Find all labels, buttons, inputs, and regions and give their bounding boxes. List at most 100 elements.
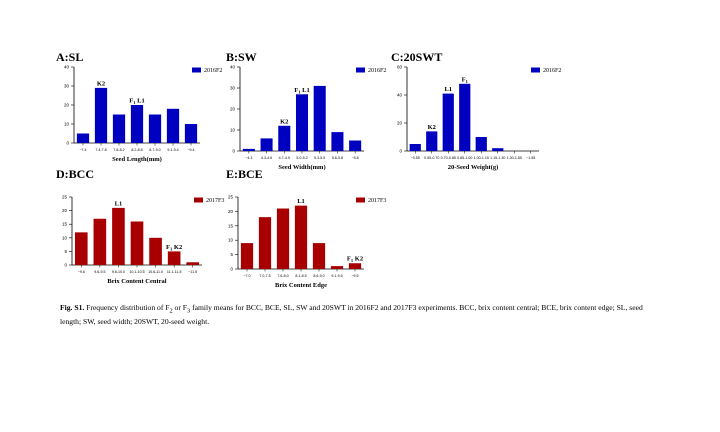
caption-label: Fig. S1. <box>60 303 85 312</box>
caption-text: family means for BCC, BCE, SL, SW and 20… <box>60 303 643 326</box>
y-tick-label: 5 <box>230 252 233 257</box>
y-tick-label: 0 <box>399 149 402 154</box>
figure-caption: Fig. S1. Frequency distribution of F2 or… <box>60 303 660 327</box>
x-tick-label: 10.6-11.0 <box>148 270 163 274</box>
x-tick-label: ~1.55 <box>526 156 535 160</box>
panel-a: A:SL 0 10 20 30 40 ~7.4 7.4-7.8 7.8-8.2 8.2-8.6 8… <box>40 48 222 168</box>
y-tick-label: 40 <box>64 65 70 70</box>
bar <box>313 85 326 151</box>
bar <box>331 132 344 151</box>
caption-text: or F <box>172 303 188 312</box>
chart-brix-content-edge: 0 5 10 15 20 25 ~7.0 7.0-7.5 7.6-8.0 8.1-8.5 8.6-9… <box>228 195 386 290</box>
x-tick-label: 1.30-1.55 <box>507 156 522 160</box>
bar <box>242 148 255 151</box>
panel-title: D:BCC <box>56 167 94 181</box>
legend-swatch <box>356 67 365 73</box>
x-tick-label: 5.6-5.8 <box>332 156 343 160</box>
panel-title: A:SL <box>56 50 84 64</box>
bar <box>148 114 162 143</box>
bar-annotation: L1 <box>444 86 452 93</box>
legend-swatch <box>194 197 203 203</box>
y-tick-label: 20 <box>228 209 234 214</box>
x-tick-label: ~7.0 <box>243 274 250 278</box>
bar <box>130 105 144 143</box>
x-axis-label: Seed Length(mm) <box>112 156 162 163</box>
x-tick-label: ~4.3 <box>245 156 252 160</box>
bar <box>167 251 181 265</box>
bar <box>130 221 144 265</box>
y-tick-label: 25 <box>228 195 234 200</box>
bar <box>186 262 200 265</box>
legend-swatch <box>192 67 201 73</box>
bar-annotation: F1 L1 <box>294 87 309 95</box>
x-tick-label: 5.0-5.2 <box>296 156 307 160</box>
bar <box>240 243 254 269</box>
y-tick-label: 0 <box>66 141 69 146</box>
x-axis-label: Brix Content Central <box>107 278 166 285</box>
x-tick-label: 10.1-10.5 <box>129 270 144 274</box>
bar <box>166 108 180 143</box>
bar <box>93 218 107 265</box>
legend-label: 2017F3 <box>206 198 224 204</box>
x-axis-label: 20-Seed Weight(g) <box>448 164 499 171</box>
x-tick-label: ~9.4 <box>187 148 194 152</box>
caption-sub: 3 <box>187 307 191 315</box>
x-axis-label: Seed Width(mm) <box>278 164 325 171</box>
y-tick-label: 25 <box>62 195 68 200</box>
bar-annotation: L1 <box>115 200 123 207</box>
bar-annotation: K2 <box>97 80 105 87</box>
bar <box>409 144 421 151</box>
x-axis-label: Brix Content Edge <box>275 282 327 289</box>
y-tick-label: 0 <box>230 267 233 272</box>
x-tick-label: ~9.5 <box>351 274 358 278</box>
legend-label: 2016F2 <box>543 68 561 74</box>
bar <box>349 140 362 151</box>
x-tick-label: 7.4-7.8 <box>95 148 106 152</box>
bar <box>442 93 454 151</box>
x-tick-label: 8.7-9.0 <box>149 148 160 152</box>
bar <box>276 208 290 269</box>
x-tick-label: 9.6-9.5 <box>94 270 105 274</box>
y-tick-label: 40 <box>397 93 403 98</box>
y-tick-label: 5 <box>64 249 67 254</box>
x-tick-label: 7.8-8.2 <box>113 148 124 152</box>
legend-label: 2016F2 <box>368 68 386 74</box>
y-tick-label: 15 <box>62 222 68 227</box>
y-tick-label: 0 <box>64 263 67 268</box>
x-tick-label: ~0.55 <box>411 156 420 160</box>
chart-seed-width: 0 10 20 30 40 ~4.3 4.3-4.6 4.7-4.9 5.0-5.2 5.3-5.… <box>230 65 386 172</box>
x-tick-label: 4.3-4.6 <box>261 156 272 160</box>
x-tick-label: 9.1-9.5 <box>331 274 342 278</box>
y-tick-label: 30 <box>64 84 70 89</box>
x-tick-label: 5.3-5.5 <box>314 156 325 160</box>
bar-annotation: K2 <box>428 124 436 131</box>
bar <box>112 207 125 265</box>
x-tick-label: 0.85-1.00 <box>457 156 472 160</box>
chart-brix-content-central: 0 5 10 15 20 25 ~9.6 9.6-9.5 9.6-10.0 10.1-10.5 10… <box>62 195 224 286</box>
bar <box>94 87 108 143</box>
y-tick-label: 10 <box>62 235 68 240</box>
y-tick-label: 0 <box>232 149 235 154</box>
y-tick-label: 10 <box>230 128 236 133</box>
bar <box>330 266 344 269</box>
caption-text: Frequency distribution of F <box>84 303 170 312</box>
bar-annotation: F1 K2 <box>166 244 182 252</box>
bar <box>295 94 309 151</box>
bar <box>112 114 126 143</box>
y-tick-label: 60 <box>397 65 403 70</box>
bar <box>74 232 88 265</box>
bar <box>184 124 198 143</box>
panel-title: C:20SWT <box>391 50 443 64</box>
bar <box>260 138 273 151</box>
bar <box>312 243 326 269</box>
x-tick-label: 1.00-1.15 <box>474 156 489 160</box>
panel-e: E:BCE 0 5 10 15 20 25 ~7.0 7.0-7.5 7.6-8.0 8.1-8.… <box>210 167 400 297</box>
bar <box>492 148 504 151</box>
y-tick-label: 30 <box>230 86 236 91</box>
x-tick-label: 8.6-9.0 <box>313 274 324 278</box>
legend-swatch <box>356 197 365 203</box>
x-tick-label: 0.55-0.70 <box>424 156 439 160</box>
bar-annotation: F1 L1 <box>129 98 144 106</box>
bar <box>459 83 471 151</box>
y-tick-label: 15 <box>228 223 234 228</box>
